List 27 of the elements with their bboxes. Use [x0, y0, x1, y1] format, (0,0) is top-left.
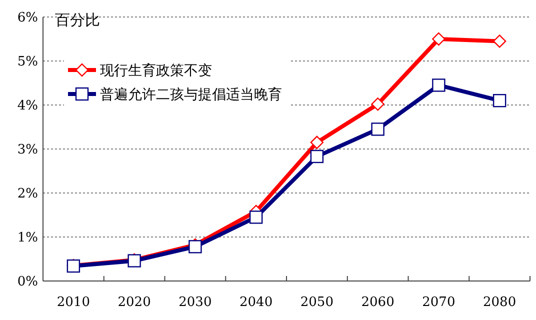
x-tick-label: 2010	[56, 295, 90, 310]
x-tick-label: 2080	[483, 295, 516, 310]
legend-label: 现行生育政策不变	[100, 62, 212, 79]
x-tick-label: 2050	[300, 295, 334, 310]
point	[310, 136, 324, 149]
x-tick-label: 2070	[422, 295, 456, 310]
point	[310, 150, 324, 164]
x-tick-label: 2060	[361, 295, 394, 310]
y-tick-label: 1%	[17, 230, 38, 246]
y-tick-label: 4%	[17, 98, 38, 114]
y-tick-label: 5%	[17, 54, 38, 70]
y-tick-label: 6%	[17, 10, 38, 26]
x-tick-label: 2020	[118, 295, 151, 310]
x-tick-label: 2030	[178, 295, 212, 310]
y-tick-label: 0%	[17, 274, 38, 290]
legend-label: 普遍允许二孩与提倡适当晚育	[100, 86, 282, 103]
y-tick-label: 3%	[17, 142, 38, 158]
y-axis-title: 百分比	[55, 11, 100, 29]
point	[371, 98, 384, 111]
x-tick-label: 2040	[240, 295, 273, 310]
point	[432, 32, 446, 46]
point	[492, 94, 506, 108]
point	[492, 34, 506, 48]
y-tick-label: 2%	[17, 186, 38, 202]
point	[371, 122, 384, 136]
point	[432, 78, 446, 92]
point	[249, 210, 263, 224]
